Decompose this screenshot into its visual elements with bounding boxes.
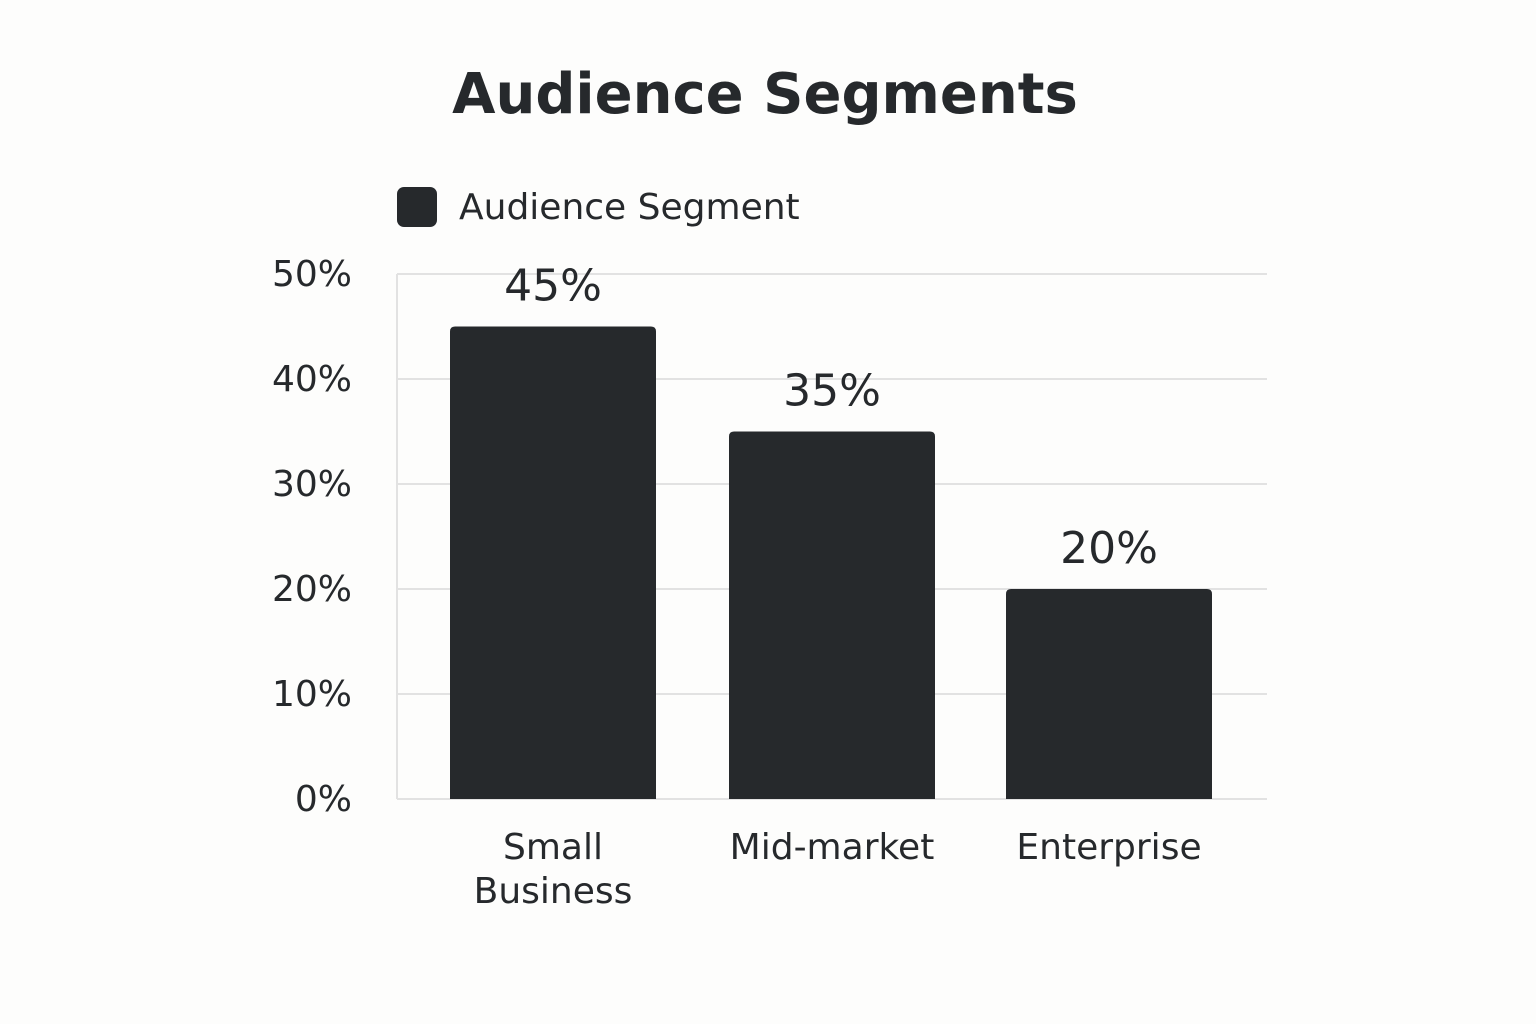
bar (729, 431, 935, 799)
y-tick-label: 50% (272, 254, 352, 295)
x-tick-label: Small Business (473, 827, 633, 912)
x-tick-label: Mid-market (729, 827, 935, 868)
value-label: 20% (1060, 523, 1158, 574)
value-label: 35% (783, 366, 881, 417)
y-tick-label: 10% (272, 674, 352, 715)
y-tick-label: 0% (295, 779, 352, 820)
legend-label: Audience Segment (459, 187, 800, 228)
bar (1006, 589, 1212, 799)
x-tick-label: Enterprise (1016, 827, 1202, 868)
y-tick-label: 20% (272, 569, 352, 610)
legend-swatch (397, 187, 437, 227)
value-label: 45% (504, 261, 602, 312)
y-tick-label: 40% (272, 359, 352, 400)
y-tick-label: 30% (272, 464, 352, 505)
bar (450, 326, 656, 799)
chart-title: Audience Segments (452, 62, 1078, 127)
